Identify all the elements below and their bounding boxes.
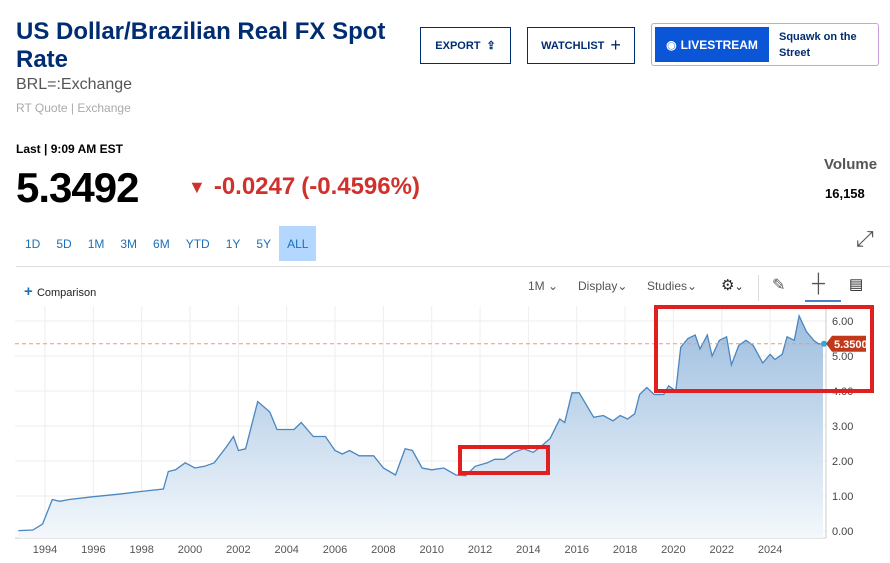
x-tick-label: 2024 [758,544,782,556]
display-label: Display [578,279,618,293]
settings-gear-icon[interactable]: ⚙⌄ [721,277,744,294]
x-tick-label: 2000 [178,544,202,556]
tab-1d[interactable]: 1D [25,237,41,251]
x-tick-label: 2004 [274,544,298,556]
chevron-down-icon: ⌄ [687,279,698,293]
quote-type: RT Quote | Exchange [16,101,131,115]
symbol: BRL=:Exchange [16,76,133,93]
share-icon: ⇪ [486,40,496,52]
current-price-badge [826,335,866,352]
y-tick-label: 5.00 [832,351,853,363]
expand-icon[interactable]: ⤢ [856,226,874,251]
x-tick-label: 2012 [468,544,492,556]
x-tick-label: 2002 [226,544,250,556]
volume-label: Volume [824,156,878,173]
down-arrow-icon: ▼ [188,176,206,197]
tab-all[interactable]: ALL [279,226,317,261]
change-value: -0.0247 [213,173,296,200]
livestream-widget[interactable]: ◉ LIVESTREAM Squawk on the Street [651,23,879,66]
x-tick-label: 2018 [613,544,637,556]
y-tick-label: 2.00 [832,456,853,468]
range-tabs: 1D 5D 1M 3M 6M YTD 1Y 5Y ALL [17,226,317,261]
x-tick-label: 2020 [661,544,685,556]
chevron-down-icon: ⌄ [617,279,628,293]
highlight-box-2020-2025 [654,305,874,393]
live-dot-icon: ◉ [666,37,677,52]
current-price-dot [821,340,827,347]
y-tick-label: 3.00 [832,421,853,433]
price-line [18,313,823,532]
crosshair-icon[interactable]: ┼ [812,273,825,293]
watchlist-button[interactable]: WATCHLIST + [527,27,635,64]
volume-value: 16,158 [825,186,865,201]
tab-6m[interactable]: 6M [153,237,170,251]
livestream-button[interactable]: ◉ LIVESTREAM [655,27,769,62]
current-price-label: 5.3500 [834,339,868,351]
interval-select[interactable]: 1M ⌄ [528,279,558,293]
chevron-down-icon: ⌄ [548,279,559,293]
tab-5d[interactable]: 5D [56,237,72,251]
plus-icon: + [24,283,37,300]
export-label: EXPORT [435,39,481,52]
y-tick-label: 0.00 [832,526,853,538]
comparison-label: Comparison [36,287,97,299]
comment-icon[interactable]: ▤ [849,276,864,293]
x-tick-label: 2008 [371,544,395,556]
tab-5y[interactable]: 5Y [256,237,272,251]
comparison-button[interactable]: + Comparison [24,283,96,300]
page-title: US Dollar/Brazilian Real FX Spot Rate [16,18,386,73]
display-menu[interactable]: Display⌄ [578,279,627,293]
y-tick-label: 1.00 [832,491,853,503]
x-tick-label: 1998 [129,544,153,556]
studies-menu[interactable]: Studies⌄ [647,279,697,293]
highlight-box-2012-2014 [458,445,550,475]
watchlist-label: WATCHLIST [541,39,605,52]
last-price: 5.3492 [16,164,139,211]
price-change: ▼ -0.0247 (-0.4596%) [188,173,420,201]
crosshair-active-underline [805,300,841,302]
toolbar-divider [758,275,759,301]
x-tick-label: 1996 [81,544,105,556]
price-area [18,315,823,538]
x-tick-label: 2016 [564,544,588,556]
x-tick-label: 1994 [33,544,57,556]
change-percent: (-0.4596%) [301,173,420,200]
x-tick-label: 2006 [323,544,347,556]
x-tick-label: 2014 [516,544,540,556]
tab-1m[interactable]: 1M [87,237,105,251]
y-tick-label: 6.00 [832,316,853,328]
tab-3m[interactable]: 3M [120,237,138,251]
x-tick-label: 2010 [419,544,443,556]
livestream-label: LIVESTREAM [680,37,758,52]
studies-label: Studies [647,279,688,293]
export-button[interactable]: EXPORT ⇪ [420,27,511,64]
tab-1y[interactable]: 1Y [225,237,241,251]
tab-ytd[interactable]: YTD [185,237,210,251]
divider [16,266,890,267]
plus-icon: + [610,35,621,55]
pencil-draw-icon[interactable]: ✎ [772,277,786,294]
last-time: Last | 9:09 AM EST [16,142,123,156]
x-tick-label: 2022 [710,544,734,556]
interval-label: 1M [528,279,545,293]
squawk-link[interactable]: Squawk on the Street [779,30,857,59]
